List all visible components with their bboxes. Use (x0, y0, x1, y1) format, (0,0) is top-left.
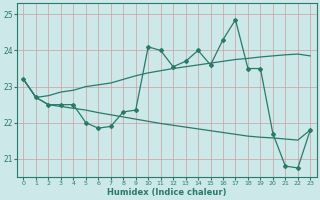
X-axis label: Humidex (Indice chaleur): Humidex (Indice chaleur) (107, 188, 227, 197)
